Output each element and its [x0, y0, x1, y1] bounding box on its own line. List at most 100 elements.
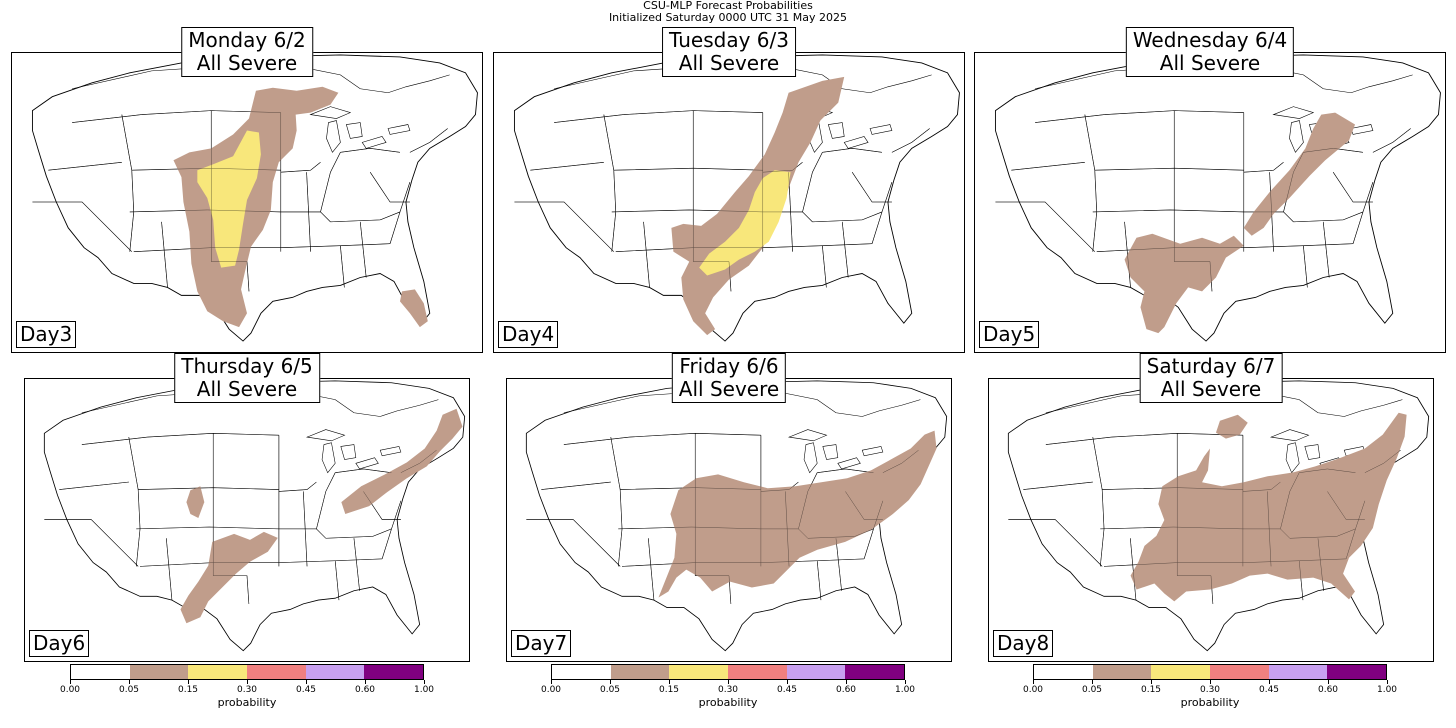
panel-title-line2: All Severe	[1159, 51, 1261, 75]
state-border-overlay	[882, 450, 919, 473]
state-border-overlay	[1303, 148, 1364, 153]
colorbar-tick-mark	[1033, 680, 1034, 684]
state-border-overlay	[280, 162, 321, 173]
great-lake	[340, 444, 357, 460]
state-border-overlay	[59, 481, 129, 490]
state-border-overlay	[1008, 519, 1103, 567]
map-day3	[31, 54, 478, 342]
state-border-overlay	[340, 245, 345, 288]
state-border-overlay	[1289, 528, 1356, 539]
great-lake	[822, 444, 839, 460]
colorbar-tick-mark	[1387, 680, 1388, 684]
figure-title-line2: Initialized Saturday 0000 UTC 31 May 202…	[608, 11, 848, 24]
state-border-overlay	[1280, 472, 1300, 529]
colorbar-tick-label: 0.30	[236, 685, 258, 695]
map-day5	[994, 54, 1441, 342]
great-lake	[837, 457, 861, 470]
colorbar-tick-mark	[188, 680, 189, 684]
colorbar-tick-label: 0.05	[118, 685, 140, 695]
colorbar-tick-mark	[1151, 680, 1152, 684]
map-panel-day4: Tuesday 6/3 All Severe Day4	[493, 27, 965, 353]
state-border-overlay	[812, 211, 883, 223]
colorbar-tick-mark	[669, 680, 670, 684]
risk-area-5pct-ne	[341, 408, 463, 515]
colorbar-tick-mark	[1210, 680, 1211, 684]
state-border-overlay	[1176, 562, 1214, 604]
state-border-overlay	[1303, 245, 1308, 288]
state-border-overlay	[1283, 152, 1304, 212]
risk-area-5pct-co	[186, 486, 205, 519]
state-border-overlay	[1269, 172, 1274, 252]
state-border-overlay	[1023, 481, 1093, 490]
base-map	[43, 380, 466, 652]
great-lake	[305, 429, 346, 442]
colorbar-tick-label: 0.00	[540, 685, 562, 695]
great-lake	[379, 446, 402, 457]
great-lake	[387, 124, 411, 135]
panel-title-line1: Thursday 6/5	[181, 354, 313, 378]
colorbar-tick-label: 1.00	[413, 685, 435, 695]
map-panel-day5: Wednesday 6/4 All Severe Day5	[974, 27, 1446, 353]
state-border-overlay	[694, 562, 732, 604]
border-line	[1261, 391, 1403, 417]
map-panel-day8: Saturday 6/7 All Severe Day8	[988, 353, 1434, 662]
great-lake	[1285, 442, 1300, 474]
panel-title-day6: Thursday 6/5 All Severe	[174, 353, 320, 403]
border-line	[779, 391, 921, 417]
colorbar-segment	[610, 665, 670, 679]
colorbar-segment	[845, 665, 905, 679]
colorbar-tick-mark	[787, 680, 788, 684]
risk-area-5pct	[1130, 412, 1407, 602]
colorbar-segment	[1151, 665, 1211, 679]
colorbar-segment	[1092, 665, 1152, 679]
colorbar-tick-label: 0.00	[1022, 685, 1044, 695]
state-border-overlay	[603, 114, 617, 252]
colorbar-tick-label: 0.15	[658, 685, 680, 695]
state-border-overlay	[81, 436, 148, 445]
great-lake	[361, 136, 387, 149]
colorbar-tick-mark	[1269, 680, 1270, 684]
colorbar-segment	[669, 665, 729, 679]
panel-title-day5: Wednesday 6/4 All Severe	[1125, 27, 1295, 77]
state-border-overlay	[353, 538, 360, 591]
state-border-overlay	[526, 519, 621, 567]
state-border-overlay	[629, 433, 761, 438]
colorbar-tick-label: 1.00	[1376, 685, 1398, 695]
great-lake	[1269, 429, 1310, 442]
state-border-overlay	[841, 221, 849, 278]
state-border-overlay	[871, 182, 893, 244]
colorbar-3-label: probability	[1180, 696, 1240, 709]
state-border-overlay	[611, 209, 763, 213]
colorbar-tick-mark	[70, 680, 71, 684]
state-border-overlay	[1084, 114, 1098, 252]
border-line	[782, 66, 932, 94]
state-border-overlay	[325, 528, 392, 539]
colorbar-1-label: probability	[217, 696, 277, 709]
state-border-overlay	[1243, 243, 1354, 248]
state-border-overlay	[320, 152, 341, 212]
state-border-overlay	[817, 468, 874, 473]
state-border-overlay	[1298, 560, 1304, 601]
state-border-overlay	[1111, 433, 1243, 438]
state-border-overlay	[802, 152, 823, 212]
day-label-day6: Day6	[29, 630, 90, 657]
colorbar-2-ticks: 0.00 0.05 0.15 0.30 0.45 0.60 1.00	[541, 680, 915, 702]
panel-title-line2: All Severe	[196, 51, 298, 75]
colorbar-tick-label: 1.00	[894, 685, 916, 695]
risk-areas-day3	[173, 86, 428, 328]
great-lake	[843, 136, 869, 149]
state-border-overlay	[72, 114, 142, 123]
great-lake	[869, 124, 893, 135]
day-label-day5: Day5	[979, 321, 1040, 348]
day-label-day8: Day8	[993, 630, 1054, 657]
colorbar-3-ticks: 0.00 0.05 0.15 0.30 0.45 0.60 1.00	[1023, 680, 1397, 702]
state-border-overlay	[1045, 436, 1112, 445]
colorbar-tick-label: 0.45	[295, 685, 317, 695]
state-border-overlay	[788, 172, 793, 252]
panel-title-line1: Tuesday 6/3	[669, 28, 789, 52]
state-border-overlay	[530, 162, 604, 171]
state-border-overlay	[316, 472, 336, 529]
state-border-overlay	[128, 437, 141, 567]
state-overlay	[526, 433, 919, 604]
state-border-overlay	[334, 560, 340, 601]
